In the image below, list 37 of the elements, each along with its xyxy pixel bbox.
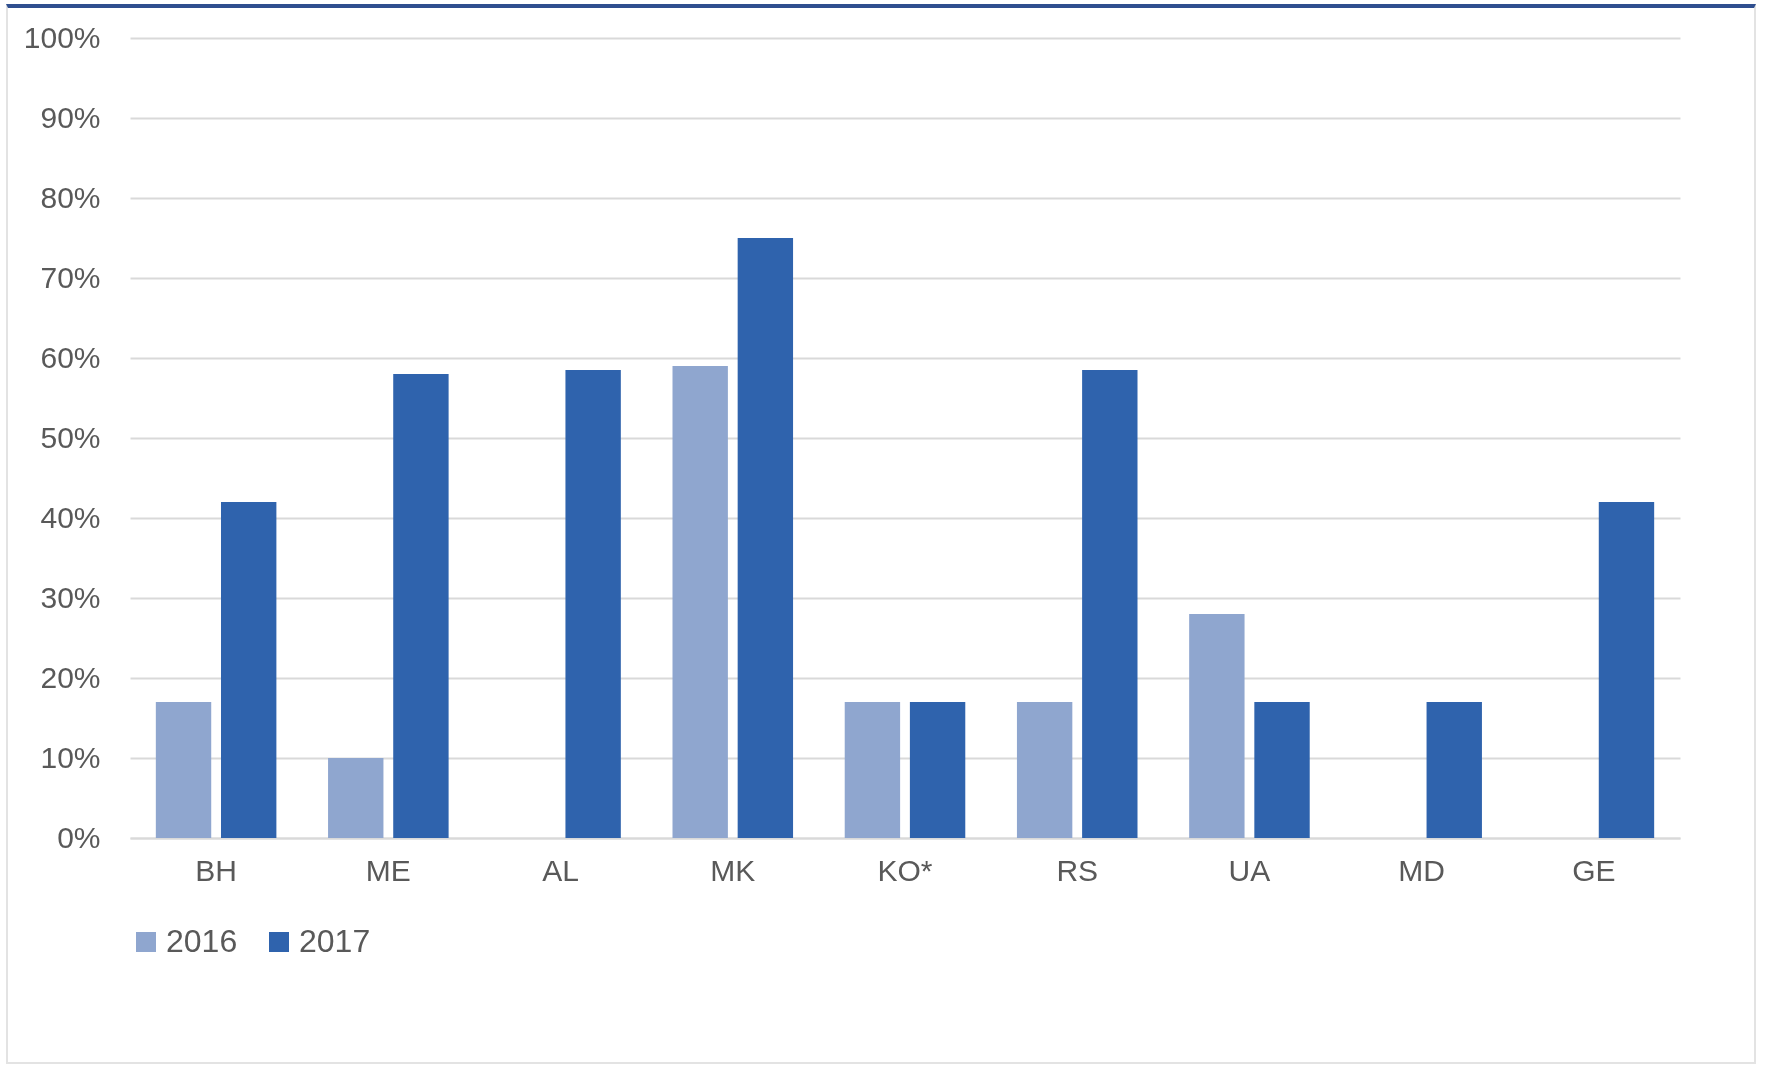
bar: [1254, 702, 1310, 838]
bar: [328, 758, 384, 838]
y-tick-label: 0%: [57, 820, 101, 854]
bar: [844, 702, 901, 838]
bar: [565, 370, 621, 838]
bar: [1189, 614, 1245, 838]
y-tick-label: 10%: [40, 740, 101, 774]
x-tick-label: RS: [1056, 853, 1099, 887]
x-tick-label: KO*: [877, 853, 933, 887]
x-tick-label: BH: [195, 853, 237, 887]
y-tick-label: 90%: [40, 100, 101, 134]
x-tick-label: GE: [1572, 853, 1616, 887]
y-tick-label: 40%: [40, 500, 101, 534]
bar: [1082, 370, 1138, 838]
bar: [1426, 702, 1482, 838]
bar: [909, 702, 966, 838]
bar: [1598, 502, 1655, 838]
y-tick-label: 70%: [40, 260, 101, 294]
bar: [155, 702, 212, 838]
x-tick-label: AL: [542, 853, 579, 887]
y-tick-label: 30%: [40, 580, 101, 614]
y-tick-label: 50%: [40, 420, 101, 454]
bar: [1016, 702, 1073, 838]
y-tick-label: 100%: [23, 20, 101, 54]
y-tick-label: 60%: [40, 340, 101, 374]
bar: [672, 366, 728, 838]
legend-label: 2016: [166, 923, 238, 959]
bar: [221, 502, 277, 838]
y-tick-label: 20%: [40, 660, 101, 694]
bar: [737, 238, 794, 838]
x-tick-label: MK: [710, 853, 756, 887]
x-tick-label: MD: [1398, 853, 1445, 887]
legend-label: 2017: [299, 923, 371, 959]
y-tick-label: 80%: [40, 180, 101, 214]
x-tick-label: UA: [1228, 853, 1271, 887]
x-tick-label: ME: [365, 853, 411, 887]
bar: [393, 374, 449, 838]
